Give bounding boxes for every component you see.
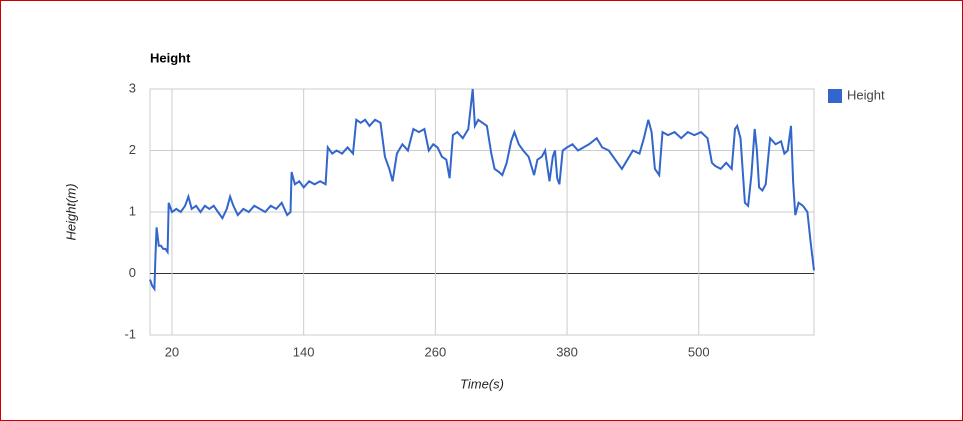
- y-tick-label: 1: [129, 203, 136, 218]
- x-tick-label: 20: [165, 344, 179, 359]
- y-tick-label: 2: [129, 142, 136, 157]
- legend-label: Height: [847, 87, 885, 102]
- y-tick-label: 0: [129, 265, 136, 280]
- x-axis-title: Time(s): [460, 376, 504, 391]
- chart-title: Height: [150, 50, 191, 65]
- x-tick-label: 380: [556, 344, 578, 359]
- legend-swatch: [828, 89, 842, 103]
- data-line: [149, 88, 815, 292]
- x-tick-label: 260: [425, 344, 447, 359]
- x-tick-label: 500: [688, 344, 710, 359]
- x-tick-label: 140: [293, 344, 315, 359]
- y-tick-label: -1: [124, 326, 136, 341]
- y-axis-title: Height(m): [63, 183, 78, 240]
- y-tick-label: 3: [129, 80, 136, 95]
